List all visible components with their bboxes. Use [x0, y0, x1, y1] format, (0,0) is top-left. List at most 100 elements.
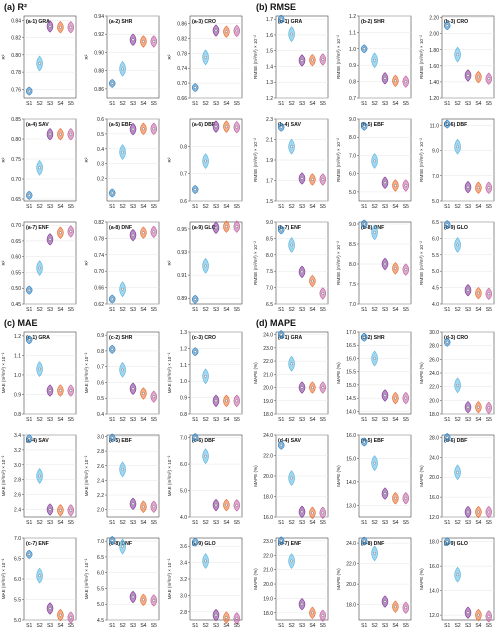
median-point-S2 [204, 454, 207, 458]
y-tick-label: 7.0 [97, 539, 104, 545]
median-point-S4 [59, 132, 62, 136]
median-point-S1 [27, 553, 31, 556]
x-tick-label: S5 [68, 520, 74, 526]
panel-b-4: 1.5 1.7 1.9 2.1 2.3 RMSE (m³/m³) × 10⁻² (b-4) … [253, 117, 329, 210]
x-tick-label: S5 [234, 520, 240, 526]
x-tick-label: S3 [299, 101, 305, 107]
panel-b-2: 0.7 0.8 0.9 1.0 1.1 1.2 RMSE (m³/m³) × 10⁻² (b-… [336, 14, 412, 107]
x-tick-label: S5 [234, 623, 240, 629]
y-axis-label: MAE (m³/m³) × 10⁻² [167, 558, 172, 599]
y-tick-label: 22.0 [346, 562, 356, 568]
median-point-S5 [235, 125, 239, 129]
plot-frame [23, 331, 77, 415]
x-tick-label: S3 [213, 101, 219, 107]
y-tick-label: 2.8 [97, 449, 104, 455]
x-tick-label: S4 [223, 623, 229, 629]
y-axis-label: MAE (m³/m³) × 10⁻² [167, 455, 172, 496]
panel-d-9: 12.0 14.0 16.0 18.0 MAPE (%) (d-9) GLO S1 S2 S3 S… [419, 537, 495, 629]
x-tick-label: S2 [372, 307, 378, 313]
median-point-S3 [300, 59, 304, 62]
y-tick-label: 0.76 [11, 87, 21, 93]
x-tick-label: S1 [361, 520, 367, 526]
y-tick-label: 28.0 [429, 344, 439, 350]
x-tick-label: S4 [140, 204, 146, 210]
x-tick-label: S1 [278, 101, 284, 107]
x-tick-label: S2 [120, 623, 126, 629]
x-tick-label: S4 [309, 101, 315, 107]
y-tick-label: 0.86 [177, 21, 187, 27]
y-tick-label: 0.6 [180, 199, 187, 205]
x-tick-label: S4 [309, 204, 315, 210]
y-tick-label: 20.0 [429, 475, 439, 481]
plot-frame [358, 434, 412, 518]
y-tick-label: 6.0 [432, 236, 439, 242]
y-tick-label: 2.20 [429, 16, 439, 22]
y-tick-label: 0.8 [14, 412, 21, 418]
y-tick-label: 6.0 [180, 462, 187, 468]
median-point-S3 [383, 600, 387, 603]
median-point-S4 [311, 611, 314, 615]
x-tick-label: S5 [234, 417, 240, 423]
x-tick-label: S3 [382, 520, 388, 526]
median-point-S1 [362, 125, 366, 128]
median-point-S4 [477, 510, 480, 514]
x-tick-label: S1 [361, 417, 367, 423]
x-tick-label: S2 [37, 307, 43, 313]
x-tick-label: S3 [382, 204, 388, 210]
x-tick-label: S3 [47, 101, 53, 107]
median-point-S5 [404, 184, 408, 187]
y-axis-label: RMSE (m³/m³) × 10⁻² [419, 138, 424, 182]
x-tick-label: S2 [37, 101, 43, 107]
median-point-S2 [373, 461, 376, 465]
x-tick-label: S3 [465, 417, 471, 423]
x-tick-label: S4 [475, 204, 481, 210]
median-point-S5 [235, 225, 239, 228]
median-point-S4 [225, 225, 228, 228]
x-tick-label: S4 [140, 101, 146, 107]
y-tick-label: 5.5 [97, 586, 104, 592]
y-tick-label: 0.8 [97, 349, 104, 355]
y-tick-label: 3.4 [180, 561, 187, 567]
y-tick-label: 1.1 [14, 353, 21, 359]
y-tick-label: 0.7 [97, 365, 104, 371]
median-point-S4 [477, 613, 480, 617]
y-tick-label: 2.4 [97, 478, 104, 484]
section-title-a: (a) R² [4, 2, 27, 12]
x-tick-label: S2 [120, 520, 126, 526]
y-axis-label: MAPE (%) [336, 568, 341, 590]
y-tick-label: 0.55 [11, 270, 21, 276]
x-tick-label: S1 [444, 623, 450, 629]
y-tick-label: 0.92 [94, 32, 104, 38]
x-tick-label: S4 [475, 101, 481, 107]
median-point-S1 [279, 17, 283, 21]
x-tick-label: S3 [299, 417, 305, 423]
median-point-S1 [445, 436, 449, 439]
x-tick-label: S4 [475, 417, 481, 423]
x-tick-label: S3 [130, 101, 136, 107]
y-tick-label: 5.0 [349, 190, 356, 196]
x-tick-label: S3 [465, 101, 471, 107]
y-tick-label: 0.4 [97, 412, 104, 418]
x-tick-label: S2 [289, 307, 295, 313]
y-tick-label: 6.5 [14, 557, 21, 563]
y-tick-label: 4.5 [97, 618, 104, 624]
median-point-S5 [321, 386, 325, 389]
median-point-S5 [69, 616, 73, 619]
y-tick-label: 0.7 [349, 96, 356, 102]
y-tick-label: 1.7 [266, 17, 273, 23]
y-axis-label: R² [84, 54, 89, 59]
x-tick-label: S4 [223, 204, 229, 210]
x-tick-label: S1 [361, 204, 367, 210]
panel-label: (c-7) ENF [26, 541, 49, 547]
y-tick-label: 0.8 [180, 144, 187, 150]
y-axis-label: MAPE (%) [253, 362, 258, 384]
median-point-S3 [131, 233, 135, 237]
x-tick-label: S4 [223, 520, 229, 526]
x-tick-label: S2 [455, 520, 461, 526]
median-point-S3 [131, 387, 135, 391]
median-point-S1 [445, 24, 449, 27]
median-point-S1 [27, 437, 31, 440]
median-point-S5 [487, 186, 491, 190]
y-tick-label: 1.40 [429, 80, 439, 86]
panel-b-6: 5.0 7.0 9.0 11.0 RMSE (m³/m³) × 10⁻² (b-6) DB… [419, 118, 495, 210]
